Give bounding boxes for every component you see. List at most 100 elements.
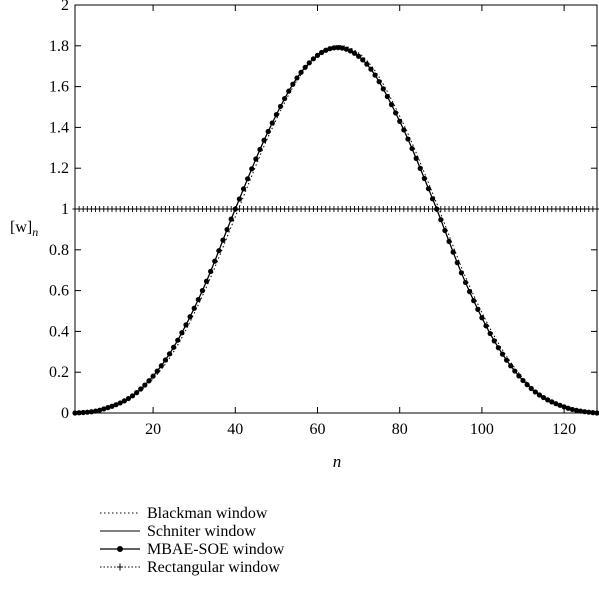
- data-point: [257, 147, 262, 152]
- data-point: [175, 338, 180, 343]
- series-mbae-soe-window: [72, 45, 599, 416]
- data-point: [187, 314, 192, 319]
- data-point: [245, 176, 250, 181]
- data-point: [442, 228, 447, 233]
- data-point: [426, 186, 431, 191]
- legend-entry: Schniter window: [100, 523, 256, 540]
- data-point: [512, 368, 517, 373]
- data-point: [270, 120, 275, 125]
- data-point: [208, 269, 213, 274]
- x-tick-label: 120: [552, 421, 576, 438]
- legend-label: Blackman window: [147, 505, 268, 522]
- data-point: [163, 357, 168, 362]
- x-tick-label: 100: [470, 421, 494, 438]
- data-point: [401, 127, 406, 132]
- data-point: [138, 386, 143, 391]
- data-point: [146, 378, 151, 383]
- data-point: [192, 306, 197, 311]
- y-tick-label: 0: [61, 405, 69, 422]
- legend-entry: Blackman window: [100, 505, 268, 522]
- x-tick-label: 20: [145, 421, 161, 438]
- y-tick-label: 0.6: [49, 283, 69, 300]
- data-point: [594, 410, 599, 415]
- data-point: [529, 386, 534, 391]
- data-point: [389, 102, 394, 107]
- data-point: [430, 196, 435, 201]
- data-point: [179, 330, 184, 335]
- data-point: [261, 138, 266, 143]
- data-point: [196, 297, 201, 302]
- data-point: [405, 136, 410, 141]
- data-point: [253, 156, 258, 161]
- data-point: [368, 67, 373, 72]
- data-point: [237, 196, 242, 201]
- data-point: [492, 338, 497, 343]
- data-point: [274, 112, 279, 117]
- data-point: [216, 248, 221, 253]
- data-point: [377, 79, 382, 84]
- data-point: [520, 378, 525, 383]
- y-axis-label-main: [w]: [10, 219, 32, 236]
- data-point: [467, 289, 472, 294]
- data-point: [155, 369, 160, 374]
- data-point: [249, 166, 254, 171]
- data-point: [266, 129, 271, 134]
- data-point: [134, 390, 139, 395]
- series-rectangular-window: [73, 206, 599, 212]
- data-point: [204, 279, 209, 284]
- y-tick-label: 1.2: [49, 160, 69, 177]
- data-point: [142, 382, 147, 387]
- data-point: [483, 323, 488, 328]
- data-point: [307, 60, 312, 65]
- data-point: [183, 322, 188, 327]
- legend-label: Schniter window: [147, 523, 256, 540]
- data-point: [167, 351, 172, 356]
- data-point: [504, 358, 509, 363]
- series-line: [75, 48, 597, 413]
- x-axis-label: n: [333, 452, 342, 471]
- data-point: [525, 382, 530, 387]
- y-tick-label: 0.4: [49, 323, 69, 340]
- legend-marker: [117, 546, 123, 552]
- data-point: [463, 280, 468, 285]
- legend-entry: MBAE-SOE window: [100, 541, 285, 558]
- data-point: [130, 393, 135, 398]
- data-point: [471, 298, 476, 303]
- data-point: [438, 217, 443, 222]
- series-line: [77, 46, 599, 413]
- data-point: [455, 260, 460, 265]
- y-tick-label: 1: [61, 201, 69, 218]
- data-point: [409, 146, 414, 151]
- x-tick-label: 80: [392, 421, 408, 438]
- data-point: [356, 54, 361, 59]
- data-point: [220, 238, 225, 243]
- y-tick-label: 2: [61, 0, 69, 14]
- y-tick-label: 0.8: [49, 242, 69, 259]
- data-point: [500, 352, 505, 357]
- data-point: [516, 373, 521, 378]
- data-point: [282, 96, 287, 101]
- data-point: [241, 186, 246, 191]
- data-point: [393, 110, 398, 115]
- data-point: [290, 82, 295, 87]
- data-point: [298, 70, 303, 75]
- x-tick-label: 40: [227, 421, 243, 438]
- legend-marker: [117, 564, 123, 571]
- data-point: [294, 75, 299, 80]
- data-point: [229, 217, 234, 222]
- data-point: [303, 65, 308, 70]
- data-point: [311, 56, 316, 61]
- data-point: [364, 62, 369, 67]
- data-point: [278, 104, 283, 109]
- y-tick-label: 1.6: [49, 79, 69, 96]
- data-point: [422, 176, 427, 181]
- series-blackman-window: [77, 46, 599, 413]
- legend-label: Rectangular window: [147, 559, 280, 576]
- data-point: [212, 259, 217, 264]
- data-point: [451, 250, 456, 255]
- data-point: [508, 363, 513, 368]
- legend-entry: Rectangular window: [100, 559, 280, 576]
